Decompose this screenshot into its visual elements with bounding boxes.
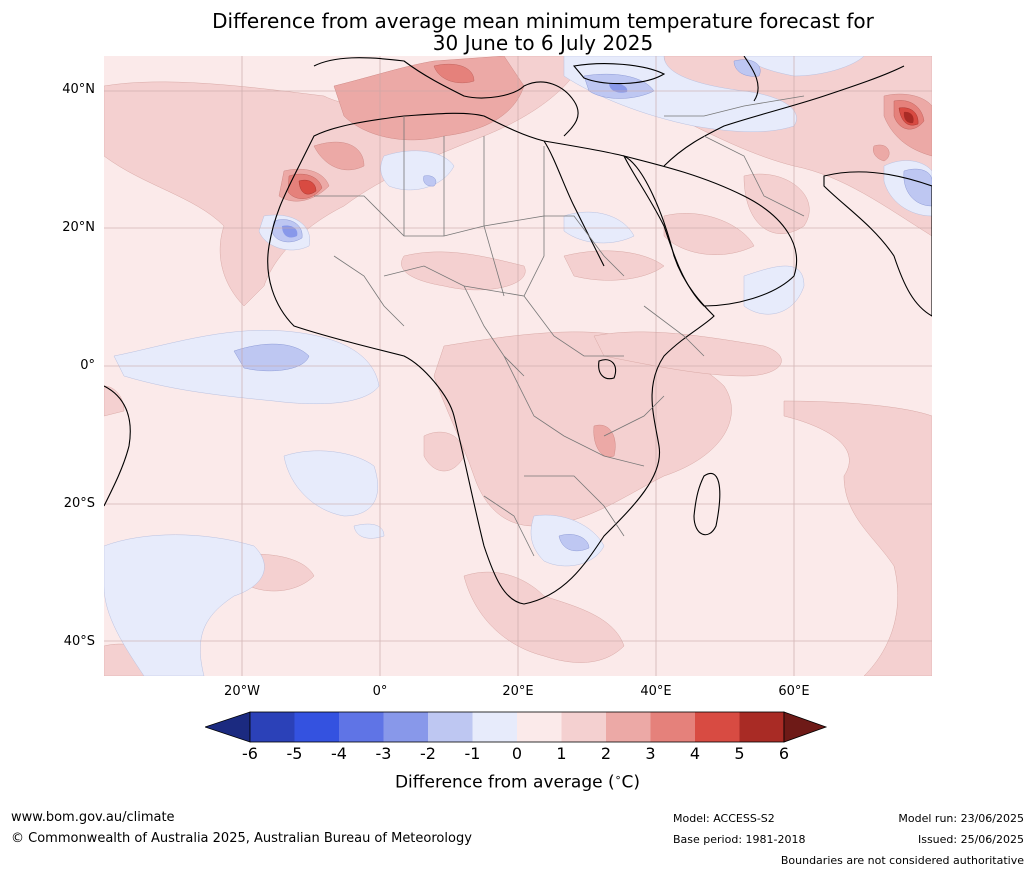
- colorbar-tick-label: 0: [511, 744, 523, 763]
- colorbar-swatch: [339, 712, 384, 742]
- footer-boundaries: Boundaries are not considered authoritat…: [780, 854, 1024, 867]
- colorbar-swatch: [606, 712, 651, 742]
- footer-website: www.bom.gov.au/climate: [11, 810, 175, 825]
- lon-label-0: 0°: [372, 684, 388, 699]
- colorbar-tick-label: -4: [331, 744, 347, 763]
- colorbar-tick-label: 3: [645, 744, 656, 763]
- colorbar-tick-label: 4: [689, 744, 701, 763]
- lon-label-60e: 60°E: [778, 684, 810, 699]
- anomaly-plus5-regions: [903, 111, 914, 124]
- map-panel: [104, 56, 932, 676]
- anomaly-map: [104, 56, 932, 676]
- colorbar-label: Difference from average (∘C): [394, 771, 641, 793]
- colorbar-tick-label: -2: [420, 744, 436, 763]
- title-line-2: 30 June to 6 July 2025: [432, 31, 654, 55]
- coastlines: [104, 56, 932, 605]
- colorbar-tick-label: -6: [242, 744, 258, 763]
- colorbar-tick-label: -1: [464, 744, 481, 763]
- title-line-1: Difference from average mean minimum tem…: [212, 9, 874, 33]
- lat-label-0: 0°: [80, 358, 95, 373]
- colorbar-swatch: [517, 712, 562, 742]
- colorbar-tick-label: -3: [375, 744, 392, 763]
- colorbar-swatch: [428, 712, 473, 742]
- anomaly-minus2-regions: [282, 83, 628, 238]
- colorbar-tick-label: 6: [778, 744, 790, 763]
- footer-issued: Issued: 25/06/2025: [917, 833, 1024, 846]
- lat-label-20s: 20°S: [63, 496, 95, 511]
- colorbar-swatch: [383, 712, 428, 742]
- colorbar-swatch: [695, 712, 740, 742]
- colorbar-extend-low: [203, 711, 251, 743]
- colorbar-swatch: [250, 712, 295, 742]
- colorbar-tick-label: -5: [286, 744, 303, 763]
- colorbar-tick-label: 2: [600, 744, 612, 763]
- colorbar-swatch: [739, 712, 784, 742]
- colorbar: [203, 709, 830, 749]
- colorbar-svg: [203, 711, 828, 743]
- map-title: Difference from average mean minimum tem…: [0, 10, 1035, 54]
- lat-label-40n: 40°N: [62, 82, 95, 97]
- footer-base-period: Base period: 1981-2018: [673, 833, 806, 846]
- colorbar-swatch: [294, 712, 339, 742]
- colorbar-tick-label: 1: [556, 744, 567, 763]
- footer-copyright: © Commonwealth of Australia 2025, Austra…: [11, 831, 472, 846]
- lon-label-40e: 40°E: [640, 684, 672, 699]
- colorbar-swatch: [472, 712, 517, 742]
- lat-label-40s: 40°S: [63, 634, 95, 649]
- footer-model-run: Model run: 23/06/2025: [898, 812, 1024, 825]
- anomaly-minus0-regions: [104, 56, 932, 676]
- lon-label-20e: 20°E: [502, 684, 534, 699]
- colorbar-tick-label: 5: [734, 744, 745, 763]
- country-borders: [314, 95, 805, 557]
- colorbar-extend-high: [783, 711, 828, 743]
- colorbar-swatch: [650, 712, 695, 742]
- lon-label-20w: 20°W: [224, 684, 260, 699]
- colorbar-swatch: [561, 712, 606, 742]
- lat-label-20n: 20°N: [62, 220, 95, 235]
- footer-model: Model: ACCESS-S2: [673, 812, 775, 825]
